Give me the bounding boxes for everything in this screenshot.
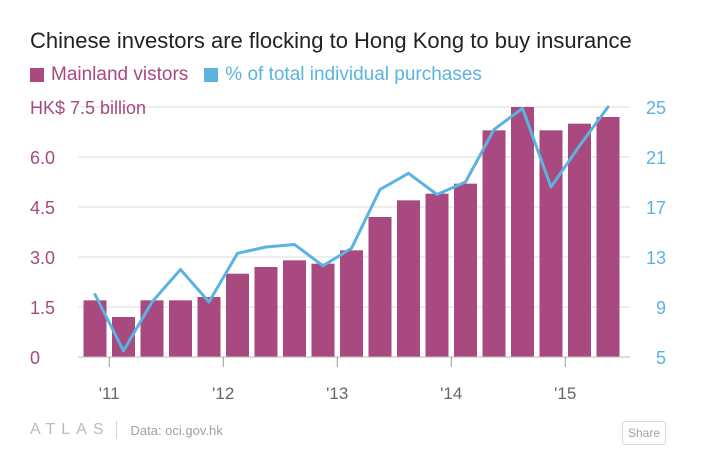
legend-label-visitors: Mainland vistors [51, 64, 189, 85]
legend-item-visitors: Mainland vistors [30, 64, 188, 86]
bar [539, 130, 563, 357]
atlas-logo[interactable]: ATLAS [30, 421, 110, 438]
left-axis-tick-label: 4.5 [30, 198, 55, 218]
x-axis-tick-label: '13 [326, 384, 348, 403]
legend-label-percent: % of total individual purchases [225, 64, 482, 85]
left-axis-tick-label: 3.0 [30, 248, 55, 268]
x-axis-tick-label: '12 [212, 384, 234, 403]
bar [311, 263, 335, 357]
legend-item-percent: % of total individual purchases [204, 64, 482, 86]
bar [340, 250, 363, 357]
chart-legend: Mainland vistors % of total individual p… [30, 64, 498, 86]
bar [397, 200, 420, 357]
bar [368, 217, 392, 357]
bar [425, 193, 449, 357]
bar [568, 123, 591, 358]
left-axis-tick-label: 1.5 [30, 298, 55, 318]
chart-title: Chinese investors are flocking to Hong K… [30, 28, 632, 53]
bar [511, 107, 534, 357]
bar [169, 300, 192, 357]
left-axis-tick-label: 0 [30, 348, 40, 368]
x-axis-tick-label: '15 [554, 384, 576, 403]
right-axis-tick-label: 5 [656, 348, 666, 368]
footer-divider [115, 421, 117, 439]
bar [283, 260, 306, 357]
bar [482, 130, 506, 357]
footer: ATLAS Data: oci.gov.hk [30, 421, 223, 439]
right-axis-tick-label: 17 [646, 198, 666, 218]
bar [226, 273, 249, 357]
bar [140, 300, 164, 357]
left-axis-tick-label: 6.0 [30, 148, 55, 168]
right-axis-tick-label: 21 [646, 148, 666, 168]
bar [454, 183, 477, 357]
left-axis-tick-label: HK$ 7.5 billion [30, 98, 146, 118]
x-axis-tick-label: '14 [440, 384, 462, 403]
bar [83, 300, 107, 357]
bar [596, 117, 620, 357]
share-button[interactable]: Share [622, 421, 666, 445]
right-axis-tick-label: 9 [656, 298, 666, 318]
legend-swatch-bar [30, 68, 44, 82]
data-source: Data: oci.gov.hk [130, 422, 223, 438]
legend-swatch-line [204, 68, 219, 82]
bar [254, 267, 278, 357]
right-axis-tick-label: 25 [646, 98, 666, 118]
bar [197, 297, 221, 357]
x-axis-tick-label: '11 [99, 384, 120, 403]
right-axis-tick-label: 13 [646, 248, 666, 268]
bar [112, 317, 135, 357]
